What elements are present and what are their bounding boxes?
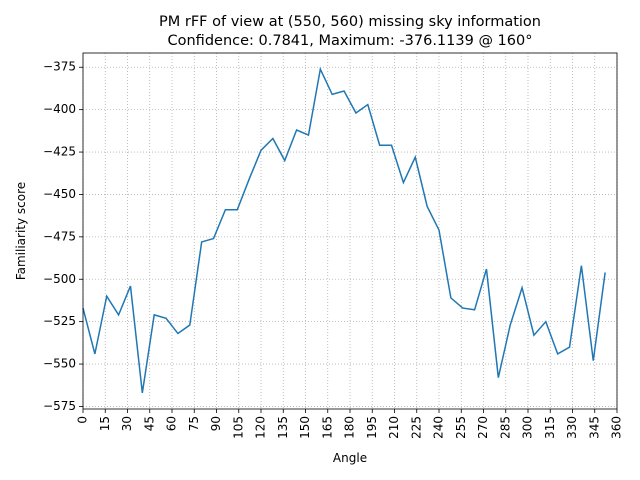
plot-frame [82, 52, 618, 410]
x-tick-label: 360 [610, 416, 624, 439]
x-tick-label: 30 [120, 416, 134, 431]
x-tick-label: 195 [365, 416, 379, 439]
x-tick-label: 210 [387, 416, 401, 439]
x-tick-label: 60 [165, 416, 179, 431]
x-tick-label: 330 [565, 416, 579, 439]
x-tick-label: 270 [476, 416, 490, 439]
chart-subtitle: Confidence: 0.7841, Maximum: -376.1139 @… [168, 33, 533, 49]
x-tick-label: 75 [187, 416, 201, 431]
data-line [82, 66, 606, 394]
x-tick-label: 135 [276, 416, 290, 439]
x-tick-label: 165 [320, 416, 334, 439]
x-tick-label: 180 [343, 416, 357, 439]
x-tick-label: 315 [543, 416, 557, 439]
y-tick-label: −475 [43, 229, 76, 243]
x-tick-label: 225 [409, 416, 423, 439]
x-tick-label: 90 [209, 416, 223, 431]
x-tick-label: 105 [231, 416, 245, 439]
chart-title: PM rFF of view at (550, 560) missing sky… [159, 14, 541, 30]
y-axis-label: Familiarity score [14, 182, 28, 280]
y-tick-label: −425 [43, 145, 76, 159]
x-tick-label: 45 [142, 416, 156, 431]
x-tick-label: 150 [298, 416, 312, 439]
x-tick-label: 15 [98, 416, 112, 431]
y-tick-label: −550 [43, 357, 76, 371]
y-tick-label: −375 [43, 60, 76, 74]
x-tick-label: 345 [587, 416, 601, 439]
x-tick-label: 255 [454, 416, 468, 439]
y-tick-label: −450 [43, 187, 76, 201]
y-tick-label: −400 [43, 102, 76, 116]
x-tick-label: 0 [76, 416, 90, 424]
y-tick-label: −525 [43, 314, 76, 328]
x-axis-label: Angle [333, 451, 367, 465]
y-tick-label: −575 [43, 399, 76, 413]
x-tick-label: 120 [254, 416, 268, 439]
y-tick-label: −500 [43, 272, 76, 286]
x-tick-label: 285 [498, 416, 512, 439]
x-tick-label: 300 [521, 416, 535, 439]
x-tick-label: 240 [432, 416, 446, 439]
